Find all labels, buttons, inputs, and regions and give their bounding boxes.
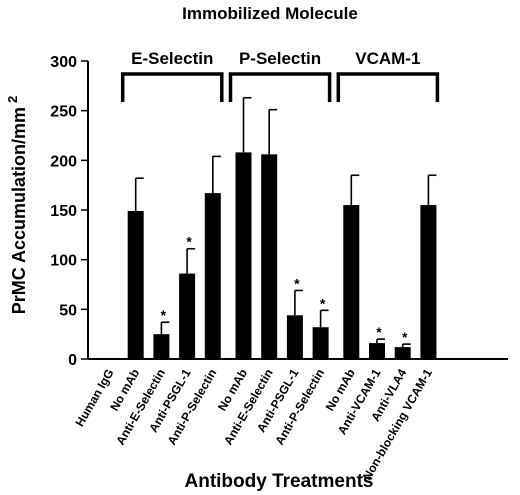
bar (343, 205, 360, 359)
x-tick-label: Human IgG (72, 367, 116, 429)
bar (369, 343, 385, 359)
y-tick-label: 100 (50, 253, 77, 270)
bar (420, 205, 437, 359)
group-bracket (120, 72, 224, 102)
significance-asterisk: * (186, 234, 192, 250)
bar (204, 193, 221, 359)
y-axis-title: PrMC Accumulation/mm2 (5, 96, 29, 315)
significance-asterisk: * (376, 324, 382, 340)
y-tick-label: 50 (59, 302, 77, 319)
bar (261, 154, 278, 359)
bar (153, 334, 170, 359)
y-tick-label: 150 (50, 203, 77, 220)
y-tick-label: 250 (50, 104, 77, 121)
bar (235, 152, 252, 359)
bar (312, 327, 329, 359)
significance-asterisk: * (320, 295, 326, 311)
group-label: E-Selectin (131, 49, 213, 68)
bar (286, 315, 303, 359)
significance-asterisk: * (402, 329, 408, 345)
group-bracket (336, 72, 440, 102)
significance-asterisk: * (294, 275, 300, 291)
y-tick-label: 200 (50, 153, 77, 170)
bar (127, 210, 144, 359)
group-bracket (228, 72, 332, 102)
bar (394, 347, 411, 359)
y-tick-label: 300 (50, 54, 77, 71)
group-label: P-Selectin (239, 49, 321, 68)
y-tick-label: 0 (68, 352, 77, 369)
bar (179, 273, 196, 359)
significance-asterisk: * (161, 307, 167, 323)
x-axis-title: Antibody Treatments (185, 471, 374, 492)
group-label: VCAM-1 (355, 49, 420, 68)
chart-title: Immobilized Molecule (182, 4, 358, 23)
